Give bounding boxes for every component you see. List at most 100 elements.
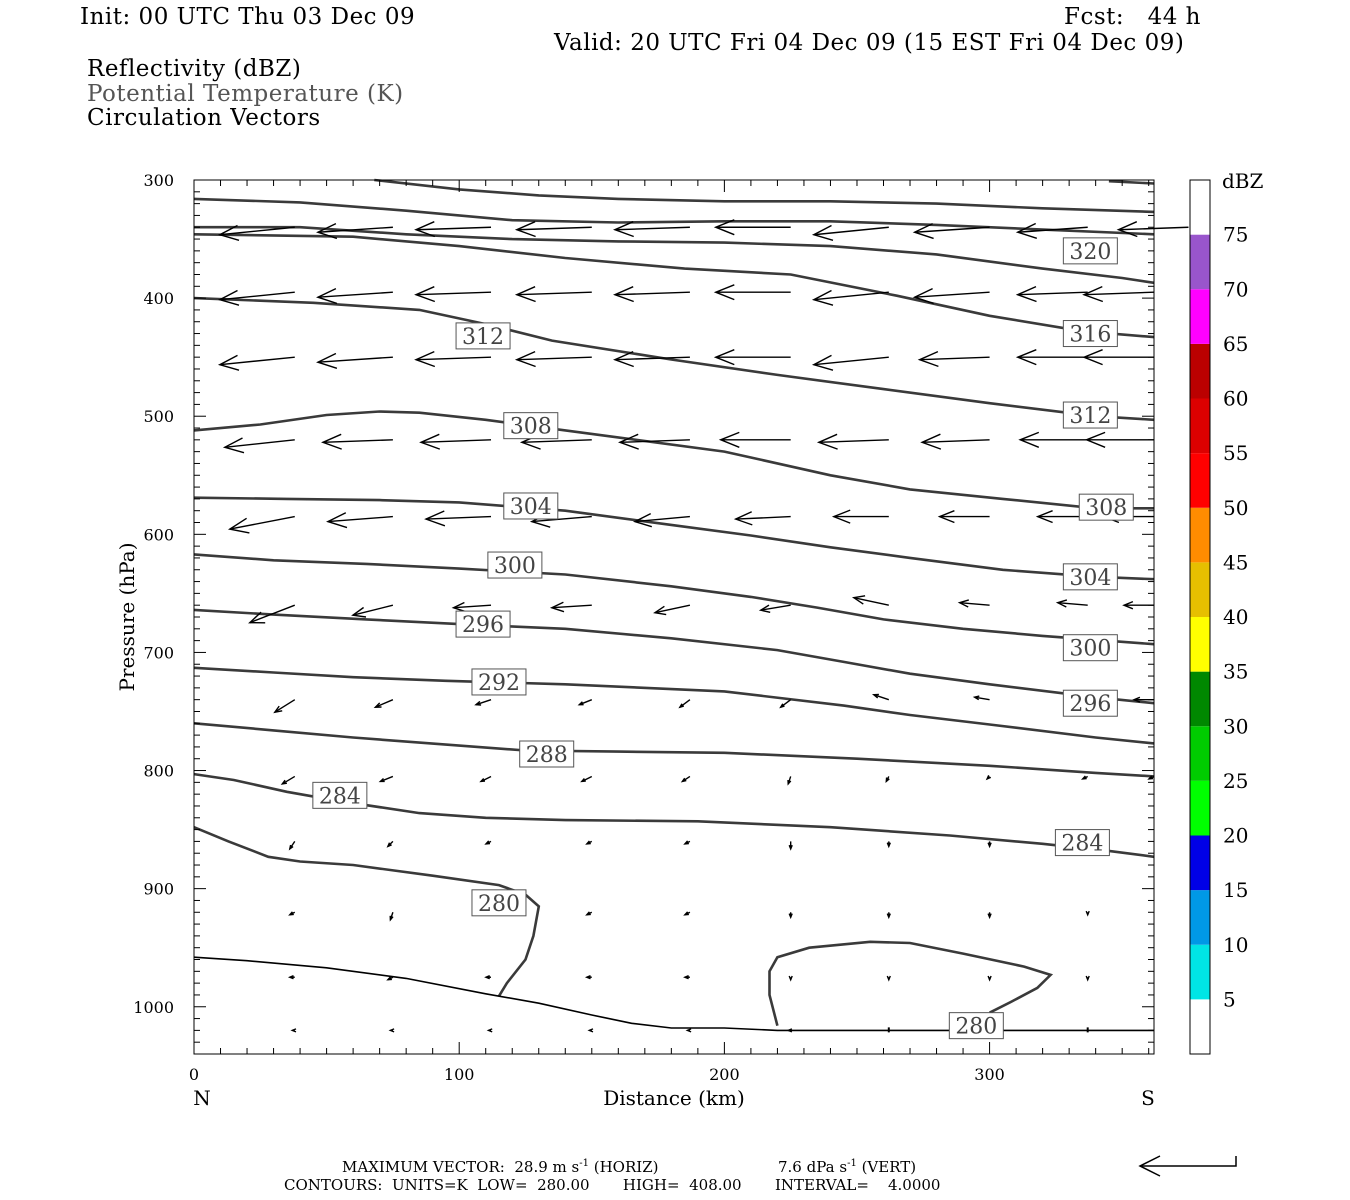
- vector-head: [1015, 285, 1037, 303]
- circulation-vector: [633, 512, 690, 528]
- colorbar-tick-label: 60: [1223, 387, 1248, 411]
- x-tick-label: 300: [974, 1065, 1005, 1084]
- circulation-vector: [227, 515, 295, 534]
- vector-shaft: [959, 601, 990, 606]
- circulation-vector: [786, 1028, 793, 1033]
- vector-head: [1080, 775, 1087, 780]
- vector-shaft: [634, 515, 690, 523]
- circulation-vector: [937, 510, 990, 524]
- reference-vector-arrow: [1138, 1155, 1237, 1177]
- circulation-vector: [577, 699, 593, 706]
- colorbar-tick-label: 5: [1223, 987, 1236, 1011]
- colorbar-tick-label: 55: [1223, 441, 1248, 465]
- vector-shaft: [380, 775, 394, 783]
- isentrope-316: [193, 233, 1155, 339]
- vector-head: [217, 289, 240, 306]
- vector-shaft: [1017, 226, 1088, 233]
- isentrope-284: [193, 772, 1155, 859]
- vector-head: [937, 510, 955, 524]
- vector-head: [811, 224, 834, 241]
- circulation-vector: [287, 975, 295, 980]
- colorbar-tick-label: 30: [1223, 714, 1248, 738]
- circulation-vector: [316, 287, 393, 305]
- vector-shaft: [317, 291, 393, 298]
- circulation-vector: [972, 695, 990, 701]
- vector-head: [917, 350, 939, 368]
- vector-head: [811, 354, 834, 371]
- circulation-vector: [424, 510, 492, 527]
- circulation-vector: [613, 221, 690, 238]
- vector-head: [613, 350, 634, 368]
- isentrope-288: [193, 722, 1155, 778]
- isentrope-label: 304: [1069, 566, 1111, 591]
- vector-shaft: [475, 699, 492, 706]
- vector-head: [683, 840, 689, 845]
- vector-shaft: [453, 604, 492, 609]
- vector-head: [987, 975, 992, 982]
- vector-shaft: [1017, 291, 1088, 296]
- vector-shaft: [516, 291, 592, 296]
- vector-head: [613, 286, 634, 303]
- circulation-vector: [217, 354, 295, 371]
- colorbar-frame: [1189, 179, 1211, 1055]
- circulation-vector: [1082, 349, 1154, 366]
- vector-head: [786, 1028, 793, 1033]
- vector-head: [1035, 510, 1053, 524]
- max-vector-vert-label: (VERT): [856, 1158, 917, 1176]
- isentrope-label: 284: [319, 784, 361, 809]
- circulation-vector: [831, 509, 889, 524]
- vector-shaft: [919, 356, 990, 361]
- vector-head: [389, 915, 394, 922]
- max-vector-horiz-label: (HORIZ): [588, 1158, 659, 1176]
- colorbar-swatch: [1190, 343, 1210, 399]
- vector-head: [912, 287, 934, 305]
- vector-head: [653, 605, 667, 616]
- isentrope-label-box: [455, 610, 511, 638]
- circulation-vector: [886, 912, 891, 920]
- vector-head: [912, 222, 934, 240]
- axes-layer: 0 100 200 300 300 400 500 600 700 800 900 1000: [133, 171, 1154, 1084]
- circulation-vector: [484, 975, 492, 980]
- isentrope-label: 300: [494, 554, 536, 579]
- vector-shaft: [375, 699, 394, 708]
- vector-head: [758, 604, 771, 613]
- circulation-vector: [678, 699, 691, 709]
- contour-info: CONTOURS: UNITS=K LOW= 280.00 HIGH= 408.…: [284, 1176, 941, 1194]
- colorbar-swatch: [1190, 180, 1210, 235]
- circulation-vector: [1080, 775, 1089, 780]
- vector-head: [280, 779, 288, 785]
- circulation-vector: [1082, 285, 1155, 303]
- vector-head: [587, 1028, 594, 1033]
- circulation-vector: [851, 595, 889, 606]
- vector-head: [414, 286, 436, 303]
- circulation-vector: [885, 776, 890, 784]
- vector-shaft: [922, 439, 990, 444]
- isentrope-label-box: [1078, 493, 1134, 521]
- vector-shaft: [619, 439, 690, 444]
- vector-head: [585, 911, 591, 916]
- circulation-vector: [414, 286, 492, 303]
- circulation-vector: [718, 431, 791, 448]
- isentrope-label-box: [312, 781, 368, 809]
- isentrope-label: 296: [462, 613, 504, 638]
- surface-pressure-line: [193, 956, 1154, 1032]
- vector-shaft: [1083, 291, 1155, 296]
- vector-head: [1122, 600, 1134, 610]
- vector-head: [378, 777, 385, 783]
- colorbar: 5 10 15 20 25 30 35 40 45 50 55 60 65 70 75: [1189, 179, 1248, 1055]
- isentrope-label-box: [471, 889, 527, 917]
- vector-shaft: [735, 515, 791, 520]
- x-tick-label: 100: [444, 1065, 475, 1084]
- circulation-vector: [373, 699, 394, 708]
- circulation-vector: [386, 976, 394, 981]
- vector-shaft: [614, 356, 690, 361]
- circulation-vector: [886, 975, 891, 982]
- circulation-vector: [273, 699, 296, 714]
- vector-head: [787, 779, 792, 786]
- vector-head: [972, 695, 980, 701]
- circulation-vector: [288, 911, 296, 916]
- max-vector-readout: MAXIMUM VECTOR: 28.9 m s-1 (HORIZ): [342, 1158, 658, 1176]
- vector-shaft: [551, 604, 592, 609]
- circulation-vector: [685, 1028, 692, 1033]
